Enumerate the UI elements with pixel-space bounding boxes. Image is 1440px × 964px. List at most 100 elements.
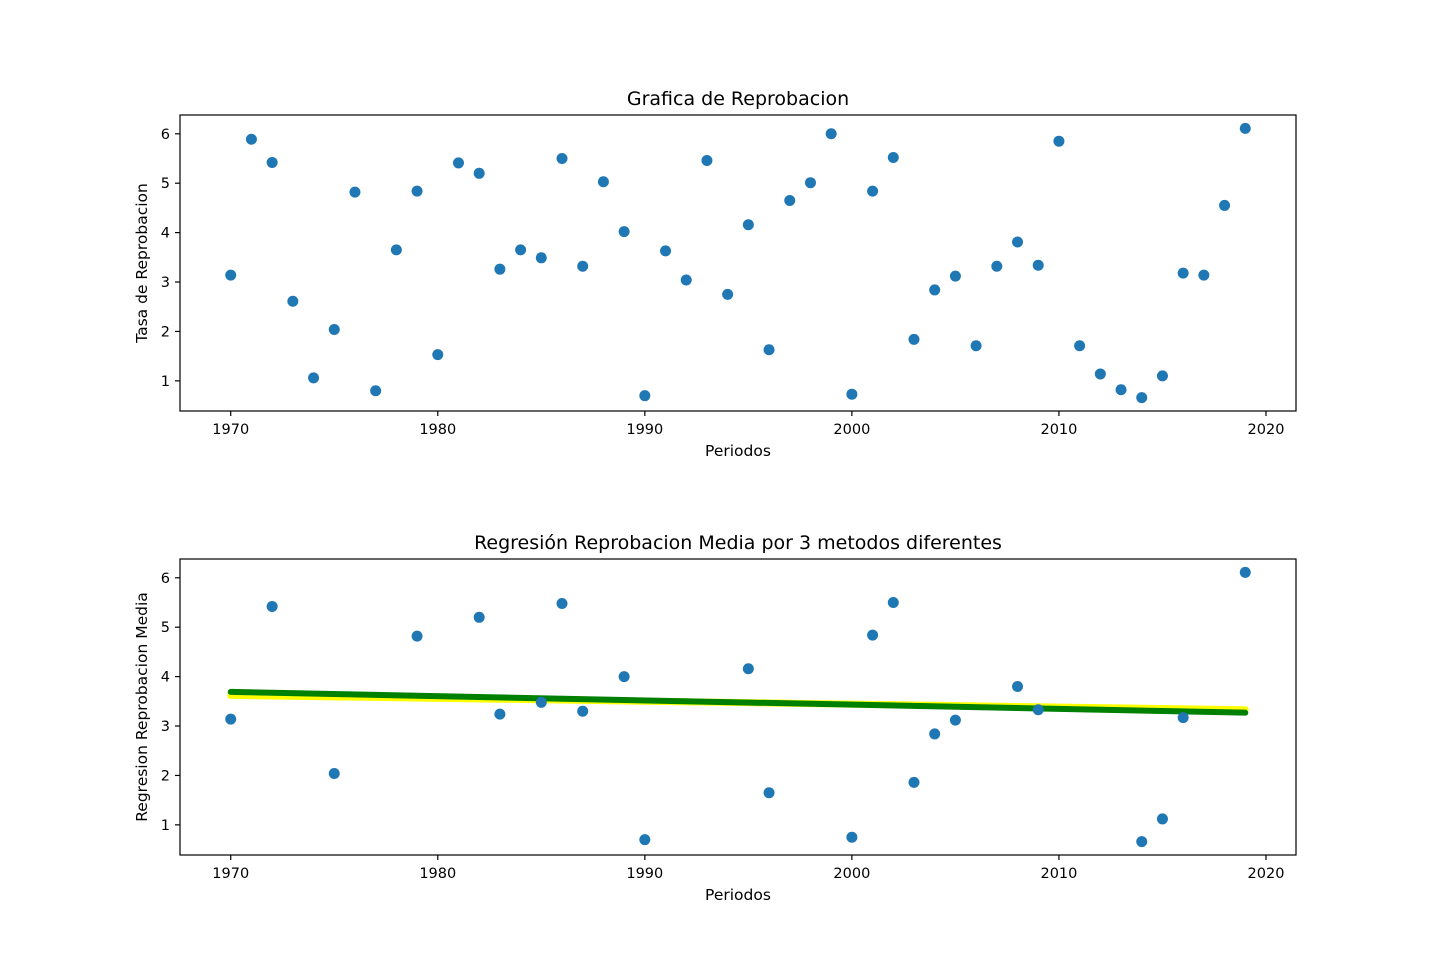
data-point bbox=[1136, 392, 1148, 404]
data-point bbox=[370, 385, 382, 397]
x-axis-label: Periodos bbox=[705, 442, 771, 460]
x-tick-label: 1970 bbox=[212, 866, 249, 882]
data-point bbox=[328, 767, 340, 779]
data-point bbox=[535, 252, 547, 264]
data-point bbox=[577, 705, 589, 717]
x-tick-label: 2010 bbox=[1040, 422, 1077, 438]
y-axis-label: Regresion Reprobacion Media bbox=[133, 592, 151, 822]
x-tick-label: 1970 bbox=[212, 422, 249, 438]
data-point bbox=[349, 186, 361, 198]
chart-top: Grafica de Reprobacion 1970 1980 1990 2000 2… bbox=[133, 88, 1297, 460]
y-tick-label: 5 bbox=[161, 176, 170, 192]
x-tick-label: 2020 bbox=[1248, 422, 1285, 438]
data-point bbox=[452, 157, 464, 169]
data-point bbox=[618, 226, 630, 238]
y-tick-label: 4 bbox=[161, 226, 170, 242]
data-point bbox=[266, 600, 278, 612]
chart-title: Regresión Reprobacion Media por 3 metodo… bbox=[474, 532, 1002, 554]
data-point bbox=[742, 663, 754, 675]
data-point bbox=[473, 167, 485, 179]
data-point bbox=[908, 776, 920, 788]
data-point bbox=[1239, 566, 1251, 578]
data-point bbox=[1053, 135, 1065, 147]
data-point bbox=[784, 194, 796, 206]
data-point bbox=[991, 260, 1003, 272]
data-point bbox=[535, 696, 547, 708]
y-tick-label: 5 bbox=[161, 620, 170, 636]
data-point bbox=[556, 152, 568, 164]
y-axis-label: Tasa de Reprobacion bbox=[133, 183, 151, 344]
data-point bbox=[639, 834, 651, 846]
y-tick-label: 2 bbox=[161, 324, 170, 340]
data-point bbox=[970, 340, 982, 352]
x-tick-label: 2010 bbox=[1040, 866, 1077, 882]
data-point bbox=[1198, 269, 1210, 281]
data-point bbox=[473, 611, 485, 623]
data-point bbox=[867, 185, 879, 197]
axes-frame bbox=[179, 114, 1297, 412]
data-point bbox=[1012, 236, 1024, 248]
data-point bbox=[432, 349, 444, 361]
x-tick-label: 1990 bbox=[626, 866, 663, 882]
data-point bbox=[949, 714, 961, 726]
data-point bbox=[763, 787, 775, 799]
data-point bbox=[825, 128, 837, 140]
data-point bbox=[722, 288, 734, 300]
x-tick-label: 2000 bbox=[833, 422, 870, 438]
data-point bbox=[639, 390, 651, 402]
data-point bbox=[680, 274, 692, 286]
data-point bbox=[597, 176, 609, 188]
data-point bbox=[701, 154, 713, 166]
data-point bbox=[411, 185, 423, 197]
data-point bbox=[887, 596, 899, 608]
chart-bottom: Regresión Reprobacion Media por 3 metodo… bbox=[133, 532, 1297, 904]
data-point bbox=[887, 151, 899, 163]
data-point bbox=[929, 728, 941, 740]
y-tick-label: 4 bbox=[161, 670, 170, 686]
data-point bbox=[266, 156, 278, 168]
data-point bbox=[1177, 267, 1189, 279]
data-point bbox=[1156, 813, 1168, 825]
y-tick-label: 3 bbox=[161, 719, 170, 735]
data-point bbox=[949, 270, 961, 282]
y-tick-label: 2 bbox=[161, 768, 170, 784]
data-point bbox=[1074, 340, 1086, 352]
plot-area: 1970 1980 1990 2000 2010 2020 1 2 3 4 5 6 bbox=[161, 558, 1297, 882]
data-point bbox=[1136, 836, 1148, 848]
y-tick-label: 6 bbox=[161, 571, 170, 587]
data-point bbox=[867, 629, 879, 641]
data-point bbox=[1032, 704, 1044, 716]
data-point bbox=[411, 630, 423, 642]
data-point bbox=[1012, 680, 1024, 692]
y-tick-label: 6 bbox=[161, 127, 170, 143]
data-point bbox=[929, 284, 941, 296]
x-tick-label: 1980 bbox=[419, 866, 456, 882]
data-point bbox=[804, 177, 816, 189]
regression-line bbox=[227, 688, 1249, 716]
data-point bbox=[1115, 384, 1127, 396]
data-point bbox=[308, 372, 320, 384]
data-point bbox=[908, 333, 920, 345]
axes-frame bbox=[179, 558, 1297, 856]
data-point bbox=[225, 713, 237, 725]
data-point bbox=[1032, 259, 1044, 271]
data-point bbox=[618, 671, 630, 683]
data-point bbox=[846, 831, 858, 843]
data-point bbox=[742, 219, 754, 231]
data-point bbox=[494, 708, 506, 720]
chart-title: Grafica de Reprobacion bbox=[627, 88, 849, 110]
data-point bbox=[660, 245, 672, 257]
data-point bbox=[245, 133, 257, 145]
y-tick-label: 1 bbox=[161, 374, 170, 390]
data-point bbox=[1239, 122, 1251, 134]
data-point bbox=[763, 344, 775, 356]
data-point bbox=[556, 597, 568, 609]
plot-area: 1970 1980 1990 2000 2010 2020 1 2 3 4 5 6 bbox=[161, 114, 1297, 438]
data-point bbox=[494, 263, 506, 275]
x-tick-label: 2020 bbox=[1248, 866, 1285, 882]
data-point bbox=[1177, 712, 1189, 724]
y-tick-label: 3 bbox=[161, 275, 170, 291]
data-point bbox=[1219, 199, 1231, 211]
data-point bbox=[846, 388, 858, 400]
